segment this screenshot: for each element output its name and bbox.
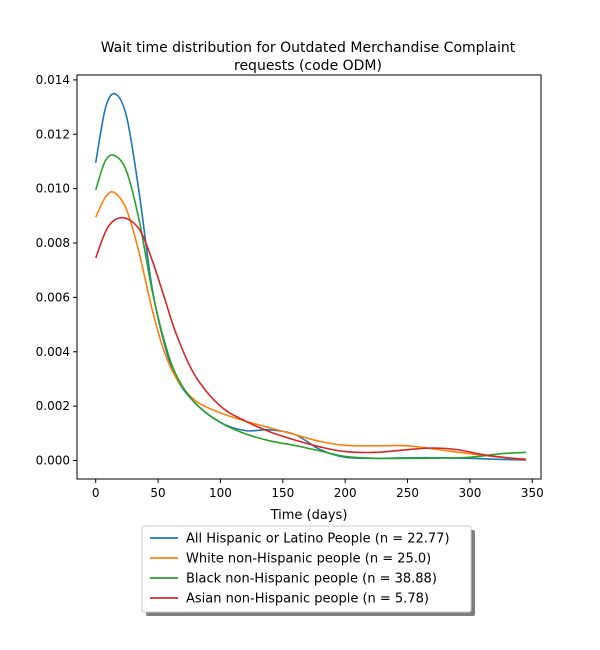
y-tick-label: 0.010 <box>36 182 70 196</box>
series-4-line <box>94 216 527 461</box>
legend-box <box>141 525 472 613</box>
x-tick-label: 350 <box>521 486 544 500</box>
y-tick-label: 0.000 <box>36 454 70 468</box>
series-1-legend-label: All Hispanic or Latino People (n = 22.77… <box>186 532 450 547</box>
x-axis-label: Time (days) <box>270 508 348 523</box>
y-axis: 0.000 0.002 0.004 0.006 0.008 0.010 0.012 0.014 <box>36 73 77 468</box>
series-lines <box>94 92 527 461</box>
x-axis: 0 50 100 150 200 250 300 350 <box>92 479 544 500</box>
series-2-legend-label: White non-Hispanic people (n = 25.0) <box>186 552 431 567</box>
legend: All Hispanic or Latino People (n = 22.77… <box>141 525 475 616</box>
x-tick-label: 200 <box>334 486 357 500</box>
y-tick-label: 0.004 <box>36 345 70 359</box>
chart-title-line1: Wait time distribution for Outdated Merc… <box>101 40 516 56</box>
legend-items: All Hispanic or Latino People (n = 22.77… <box>150 532 450 607</box>
y-tick-label: 0.002 <box>36 399 70 413</box>
y-tick-label: 0.006 <box>36 290 70 304</box>
y-tick-label: 0.012 <box>36 127 70 141</box>
y-tick-label: 0.014 <box>36 73 70 87</box>
series-4-legend-label: Asian non-Hispanic people (n = 5.78) <box>186 592 429 607</box>
series-3-line <box>94 154 527 460</box>
x-tick-label: 100 <box>209 486 232 500</box>
x-tick-label: 250 <box>396 486 419 500</box>
x-tick-label: 0 <box>92 486 100 500</box>
chart-title-line2: requests (code ODM) <box>234 58 382 74</box>
x-tick-label: 50 <box>150 486 165 500</box>
plot-area: 0 50 100 150 200 250 300 350 0.0000.0020.0040.0… <box>36 73 544 500</box>
x-tick-label: 300 <box>458 486 481 500</box>
x-tick-label: 150 <box>271 486 294 500</box>
series-3-legend-label: Black non-Hispanic people (n = 38.88) <box>186 572 437 587</box>
plot-frame <box>76 74 542 480</box>
y-tick-label: 0.008 <box>36 236 70 250</box>
